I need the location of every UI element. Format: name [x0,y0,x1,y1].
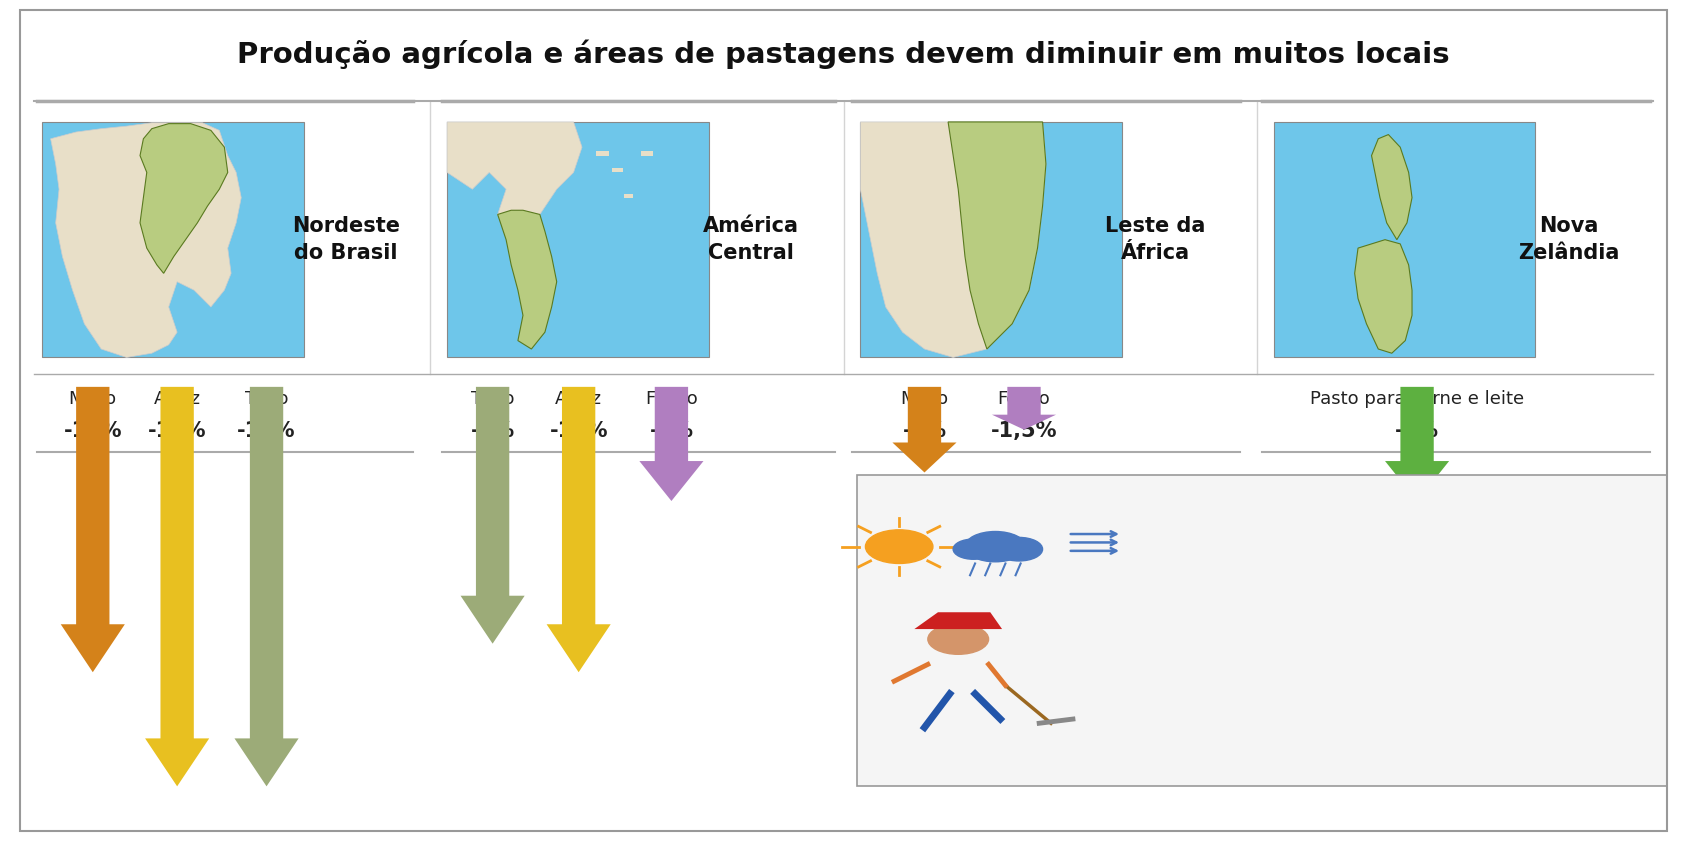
Polygon shape [641,151,653,156]
Polygon shape [992,387,1056,430]
FancyBboxPatch shape [857,475,1667,786]
Polygon shape [234,387,299,786]
Text: -14%: -14% [238,420,295,441]
Polygon shape [1385,387,1449,501]
Text: -3%: -3% [903,420,946,441]
Polygon shape [498,210,557,349]
Polygon shape [639,387,703,501]
Text: recursos precisarão de mais apoio: recursos precisarão de mais apoio [1152,561,1453,579]
Polygon shape [612,168,623,172]
Text: Milho: Milho [901,390,948,409]
Polygon shape [892,387,957,473]
Polygon shape [1372,135,1412,240]
Text: priedade e previsões do tempo.: priedade e previsões do tempo. [1152,717,1431,735]
Text: Nova
Zelândia: Nova Zelândia [1518,216,1620,263]
Text: para se adaptar – como auxílio em: para se adaptar – como auxílio em [1152,613,1454,632]
Text: Pequenos produtores com menos: Pequenos produtores com menos [1152,509,1444,526]
Polygon shape [1355,240,1412,353]
Text: Produção agrícola e áreas de pastagens devem diminuir em muitos locais: Produção agrícola e áreas de pastagens d… [238,40,1449,70]
Polygon shape [860,122,1046,357]
Text: Milho: Milho [69,390,116,409]
Polygon shape [624,194,633,198]
Polygon shape [547,387,611,672]
Text: Arroz: Arroz [154,390,201,409]
Circle shape [928,624,989,654]
Text: -10%: -10% [550,420,607,441]
Polygon shape [447,122,582,231]
Polygon shape [140,124,228,273]
Text: América
Central: América Central [703,216,798,263]
Polygon shape [928,660,995,694]
Circle shape [953,539,994,559]
FancyBboxPatch shape [1274,122,1535,357]
FancyBboxPatch shape [42,122,304,357]
Text: -4%: -4% [1395,420,1439,441]
Text: -4%: -4% [649,420,693,441]
Polygon shape [948,122,1046,349]
Polygon shape [51,123,241,357]
Text: -10%: -10% [64,420,121,441]
FancyBboxPatch shape [447,122,709,357]
Text: -14%: -14% [148,420,206,441]
Text: Pasto para carne e leite: Pasto para carne e leite [1311,390,1523,409]
Polygon shape [461,387,525,643]
Text: Trigo: Trigo [471,390,515,409]
Circle shape [865,530,933,563]
Polygon shape [61,387,125,672]
Polygon shape [596,151,609,156]
FancyBboxPatch shape [860,122,1122,357]
Circle shape [995,537,1043,561]
Text: Feijão: Feijão [644,390,698,409]
Text: caso de desastre, seguro de sua pro-: caso de desastre, seguro de sua pro- [1152,665,1476,683]
Text: Arroz: Arroz [555,390,602,409]
Text: Trigo: Trigo [245,390,288,409]
Circle shape [965,532,1026,562]
Text: -1,5%: -1,5% [990,420,1058,441]
Text: -9%: -9% [471,420,515,441]
Text: Feijão: Feijão [997,390,1051,409]
Polygon shape [145,387,209,786]
Text: Leste da
África: Leste da África [1105,216,1206,263]
Polygon shape [914,612,1002,629]
Text: Nordeste
do Brasil: Nordeste do Brasil [292,216,400,263]
